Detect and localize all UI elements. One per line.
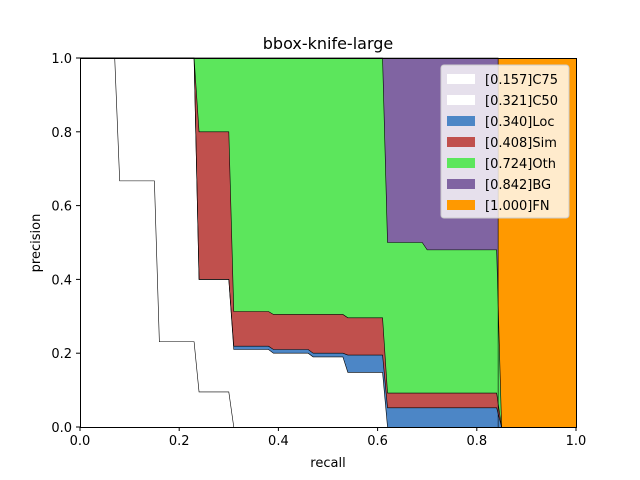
y-tick-label: 0.2 xyxy=(51,347,72,362)
x-tick-label: 0.8 xyxy=(466,434,487,449)
legend-label: [0.842]BG xyxy=(485,178,551,193)
legend-label: [0.157]C75 xyxy=(485,73,558,88)
curve-0-157-c75 xyxy=(80,57,235,428)
plot-frame xyxy=(80,58,577,428)
legend-swatch xyxy=(447,137,475,147)
y-tick-label: 0.8 xyxy=(51,126,72,141)
x-tick-label: 0.0 xyxy=(70,434,91,449)
chart-title: bbox-knife-large xyxy=(263,34,394,53)
legend-label: [0.408]Sim xyxy=(485,136,557,151)
legend-swatch xyxy=(447,158,475,168)
x-tick-label: 0.2 xyxy=(169,434,190,449)
legend-label: [0.340]Loc xyxy=(485,115,554,130)
x-tick-label: 0.6 xyxy=(367,434,388,449)
area-0-321-c50 xyxy=(80,58,576,427)
x-axis-ticks: 0.0 0.2 0.4 0.6 0.8 1.0 xyxy=(70,427,587,449)
x-tick-label: 1.0 xyxy=(566,434,587,449)
y-tick-label: 0.6 xyxy=(51,200,72,215)
legend-swatch xyxy=(447,179,475,189)
y-tick-label: 0.0 xyxy=(51,421,72,436)
legend-swatch xyxy=(447,200,475,210)
y-axis-ticks: 0.0 0.2 0.4 0.6 0.8 1.0 xyxy=(51,52,80,436)
legend-label: [0.321]C50 xyxy=(485,94,558,109)
x-tick-label: 0.4 xyxy=(268,434,289,449)
legend-swatch xyxy=(447,116,475,126)
curve-0-340-loc xyxy=(80,57,502,428)
y-tick-label: 0.4 xyxy=(51,273,72,288)
legend: [0.157]C75 [0.321]C50 [0.340]Loc [0.408]Sim… xyxy=(440,64,570,219)
y-axis-label: precision xyxy=(29,214,44,273)
y-tick-label: 1.0 xyxy=(51,52,72,67)
legend-swatch xyxy=(447,95,475,105)
x-axis-label: recall xyxy=(310,456,345,471)
legend-swatch xyxy=(447,74,475,84)
legend-label: [1.000]FN xyxy=(485,199,550,214)
curve-0-408-sim xyxy=(80,57,502,428)
area-0-157-c75 xyxy=(80,58,576,427)
legend-label: [0.724]Oth xyxy=(485,157,556,172)
